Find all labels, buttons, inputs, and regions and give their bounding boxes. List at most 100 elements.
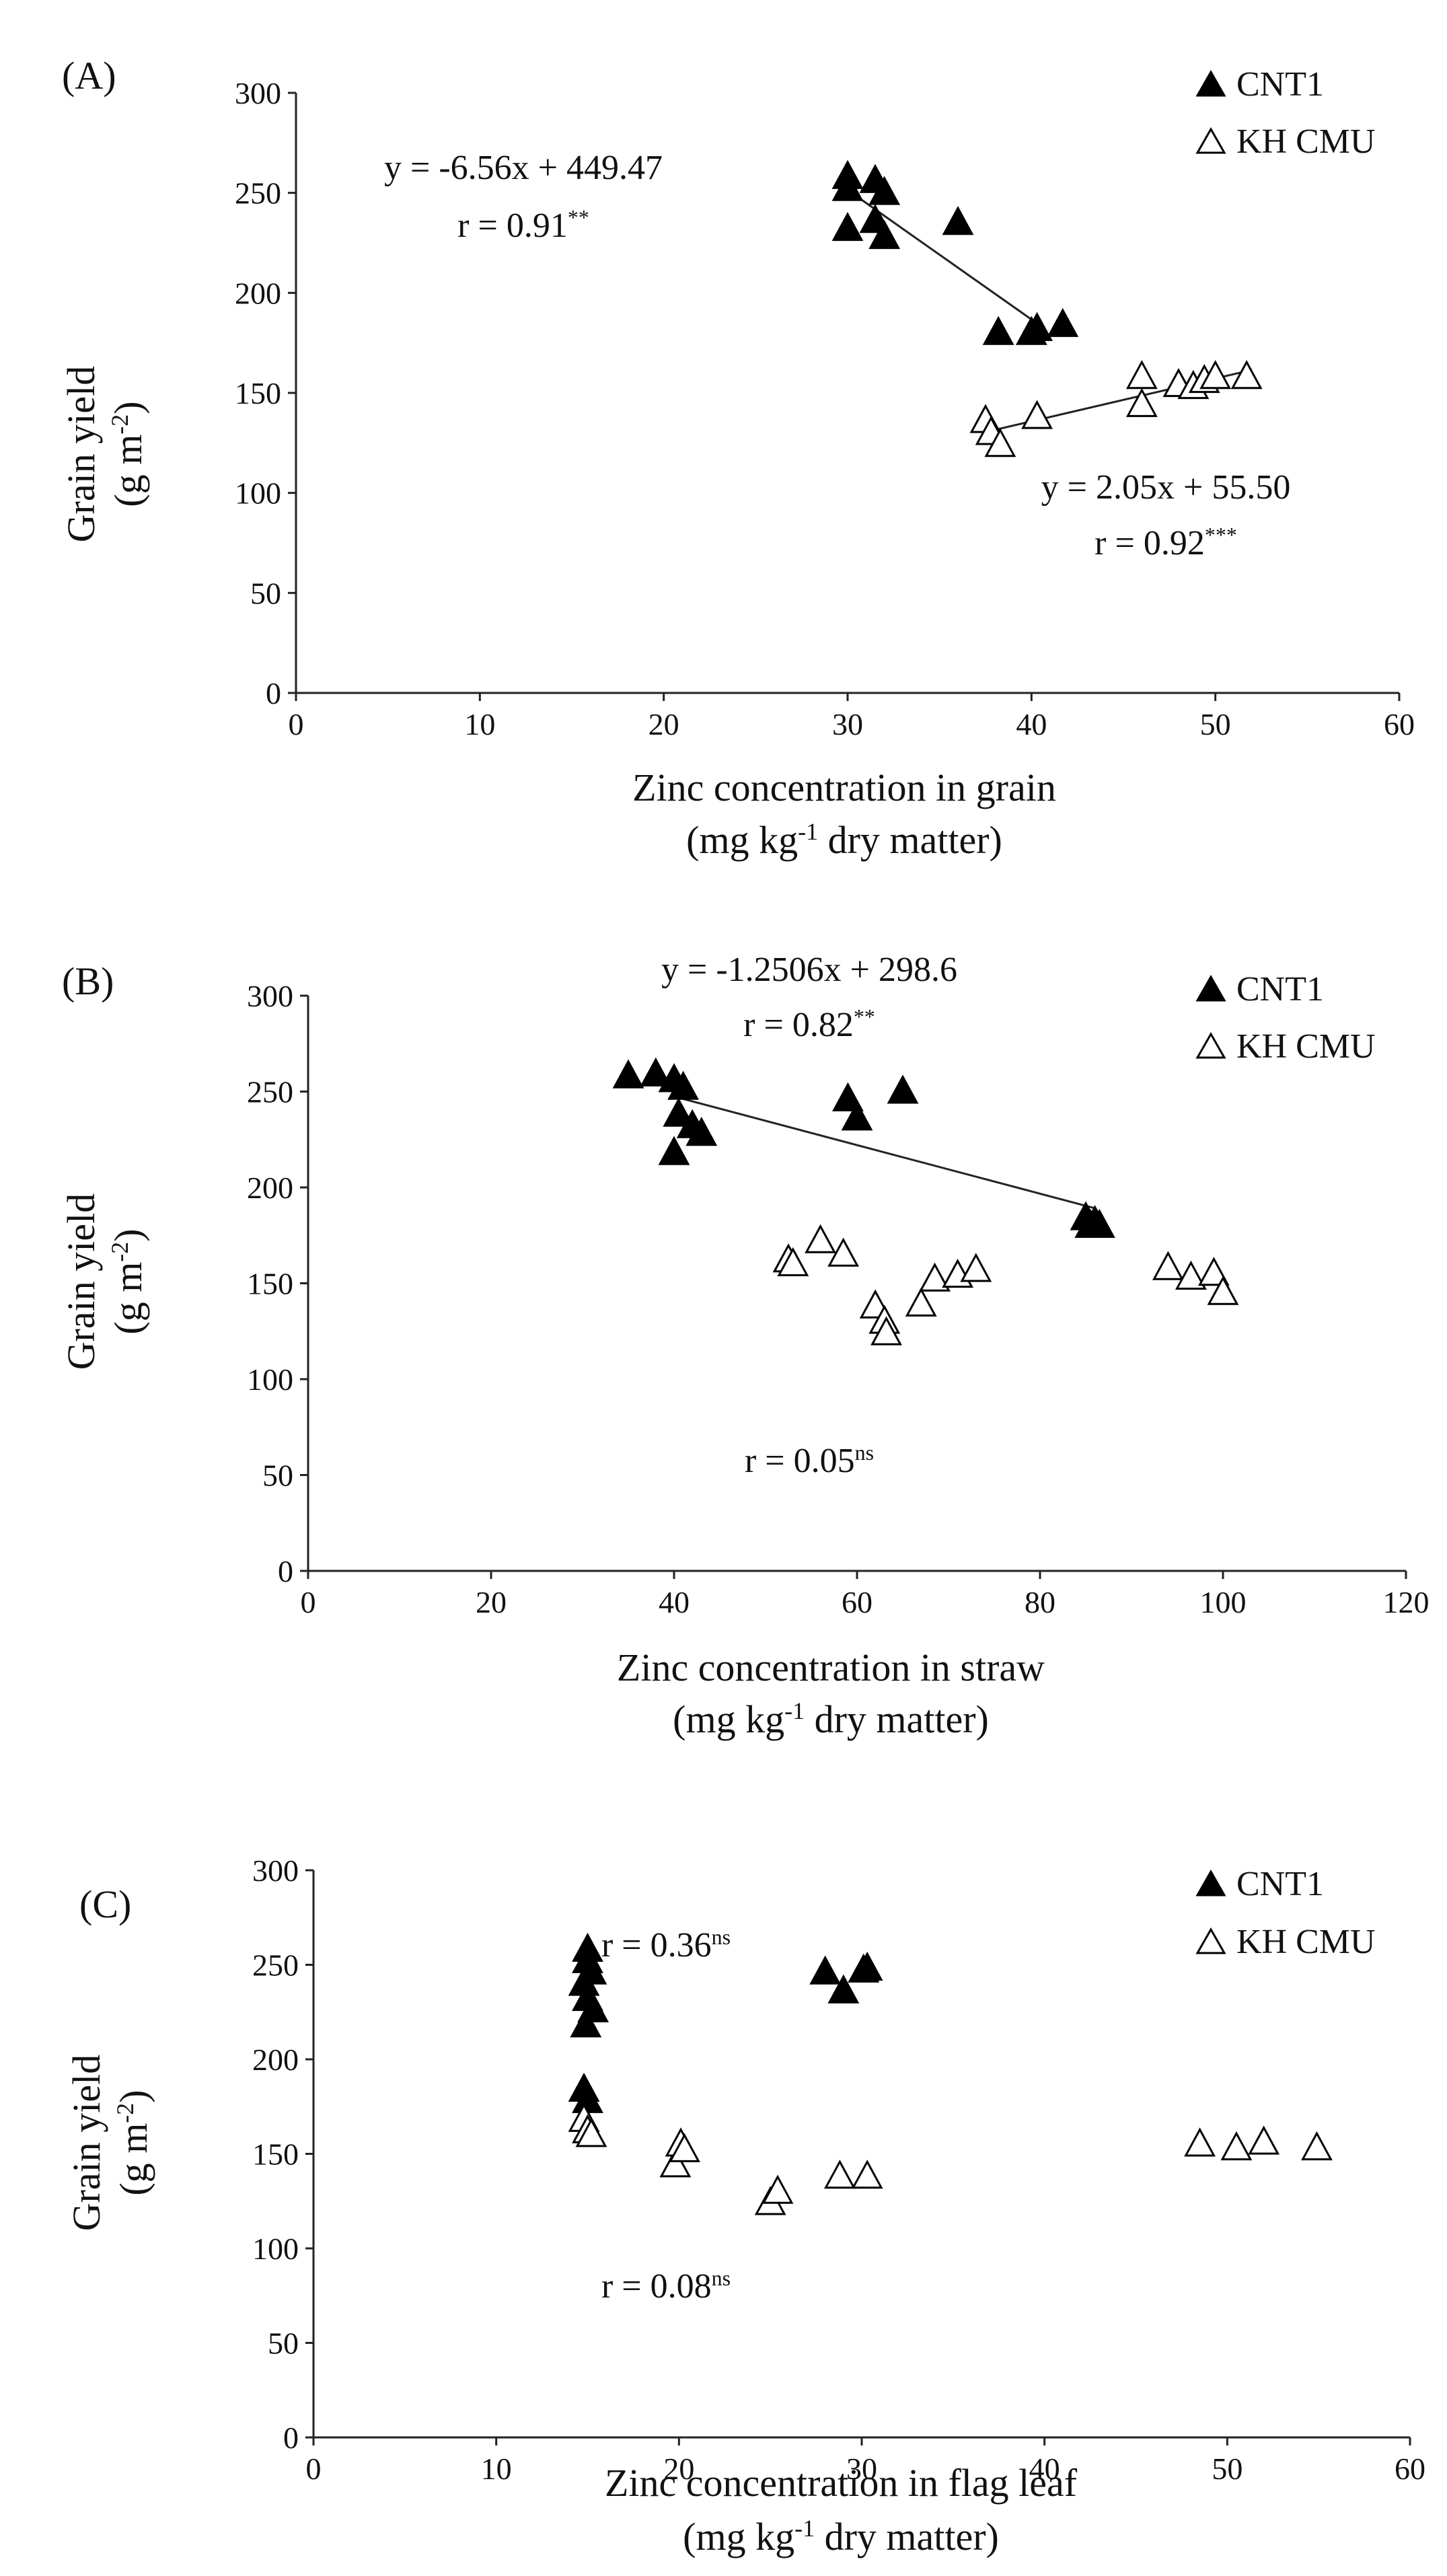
data-point bbox=[685, 1117, 718, 1146]
y-axis-unit: (g m-2) bbox=[112, 2090, 155, 2195]
data-point bbox=[1248, 2125, 1280, 2155]
y-axis-unit: (g m-2) bbox=[106, 1228, 150, 1334]
y-tick-label: 250 bbox=[235, 176, 281, 211]
legend-marker-filled-triangle bbox=[1195, 1869, 1226, 1897]
annotation-equation: y = -6.56x + 449.47 bbox=[384, 149, 663, 187]
y-tick-label: 100 bbox=[235, 476, 281, 511]
data-point bbox=[1021, 400, 1053, 429]
data-point bbox=[805, 1224, 837, 1253]
data-point bbox=[1230, 360, 1263, 390]
panel-label: (B) bbox=[62, 959, 114, 1003]
data-point bbox=[851, 2160, 883, 2189]
x-tick-label: 40 bbox=[1029, 2452, 1060, 2486]
data-point bbox=[809, 1955, 842, 1985]
y-tick-label: 300 bbox=[235, 76, 281, 110]
data-point bbox=[575, 2118, 607, 2147]
series-cnt1 bbox=[831, 159, 1079, 345]
data-point bbox=[1175, 1260, 1207, 1290]
x-tick-label: 10 bbox=[464, 707, 495, 741]
axes: 0 50 100 150 200 250 300 0 10 20 30 40 50 60 bbox=[252, 1853, 1425, 2486]
annotations: y = -6.56x + 449.47 r = 0.91** y = 2.05x… bbox=[384, 149, 1290, 562]
y-tick-label: 150 bbox=[247, 1267, 293, 1301]
panel-c: (C) Grain yield (g m-2) Zinc concentrati… bbox=[65, 1853, 1425, 2559]
legend-item-cnt1: CNT1 bbox=[1195, 970, 1324, 1008]
legend-label: KH CMU bbox=[1236, 1923, 1376, 1961]
x-tick-label: 100 bbox=[1200, 1585, 1247, 1619]
annotations: r = 0.36ns r = 0.08ns bbox=[601, 1925, 731, 2306]
y-tick-label: 200 bbox=[235, 276, 281, 310]
panel-b: (B) Grain yield (g m-2) Zinc concentrati… bbox=[59, 951, 1430, 1741]
x-tick-label: 0 bbox=[289, 707, 304, 741]
data-point bbox=[942, 206, 974, 235]
series-kh-cmu bbox=[969, 360, 1263, 457]
legend-label: KH CMU bbox=[1236, 1027, 1376, 1066]
data-point bbox=[669, 2133, 700, 2162]
legend-item-kh-cmu: KH CMU bbox=[1195, 1027, 1376, 1066]
x-tick-label: 40 bbox=[1016, 707, 1047, 741]
y-tick-label: 300 bbox=[247, 979, 293, 1013]
data-point bbox=[658, 1136, 690, 1165]
panel-label: (A) bbox=[62, 54, 116, 98]
data-point bbox=[868, 176, 901, 205]
panel-a: (A) Grain yield (g m-2) Zinc concentrati… bbox=[59, 54, 1415, 862]
annotation-correlation: r = 0.05ns bbox=[745, 1440, 874, 1480]
y-tick-label: 0 bbox=[283, 2421, 299, 2455]
legend-marker-open-triangle bbox=[1195, 1927, 1226, 1954]
x-tick-label: 20 bbox=[663, 2452, 694, 2486]
x-tick-label: 20 bbox=[648, 707, 679, 741]
data-point bbox=[1197, 1257, 1230, 1286]
series-kh-cmu bbox=[772, 1224, 1239, 1346]
x-axis-label: Zinc concentration in straw bbox=[617, 1646, 1045, 1689]
y-axis-label: Grain yield bbox=[59, 1193, 103, 1370]
x-tick-label: 50 bbox=[1212, 2452, 1242, 2486]
y-axis-title: Grain yield (g m-2) bbox=[59, 366, 150, 543]
data-point bbox=[1207, 1276, 1239, 1305]
data-point bbox=[827, 1974, 860, 2003]
y-tick-label: 250 bbox=[252, 1948, 299, 1983]
x-tick-label: 50 bbox=[1200, 707, 1231, 741]
trendline bbox=[673, 1095, 1095, 1210]
x-axis-unit: (mg kg-1 dry matter) bbox=[686, 818, 1002, 862]
x-tick-label: 60 bbox=[1395, 2452, 1425, 2486]
y-tick-label: 100 bbox=[247, 1362, 293, 1397]
data-point bbox=[762, 2174, 794, 2204]
x-tick-label: 0 bbox=[306, 2452, 322, 2486]
y-tick-label: 150 bbox=[235, 376, 281, 410]
y-tick-label: 150 bbox=[252, 2137, 299, 2172]
data-point bbox=[831, 212, 864, 242]
x-tick-label: 80 bbox=[1025, 1585, 1055, 1619]
data-point bbox=[1220, 2131, 1253, 2161]
y-tick-label: 250 bbox=[247, 1075, 293, 1109]
x-tick-label: 20 bbox=[476, 1585, 507, 1619]
data-point bbox=[667, 1070, 700, 1100]
legend-marker-open-triangle bbox=[1195, 126, 1226, 154]
x-axis-label: Zinc concentration in grain bbox=[632, 766, 1056, 809]
data-point bbox=[1125, 360, 1158, 390]
y-axis-title: Grain yield (g m-2) bbox=[59, 1193, 150, 1370]
y-axis-label: Grain yield bbox=[59, 366, 103, 543]
data-point bbox=[841, 1101, 873, 1131]
data-point bbox=[870, 1316, 902, 1346]
y-tick-label: 50 bbox=[268, 2326, 299, 2361]
data-point bbox=[570, 2008, 602, 2038]
data-point bbox=[1021, 311, 1053, 341]
data-point bbox=[868, 219, 901, 250]
axes: 0 50 100 150 200 250 300 0 20 40 60 80 100 120 bbox=[247, 979, 1430, 1619]
data-point bbox=[777, 1247, 809, 1276]
series-kh-cmu bbox=[568, 2102, 1333, 2215]
y-axis-unit: (g m-2) bbox=[106, 401, 150, 507]
y-axis-title: Grain yield (g m-2) bbox=[65, 2055, 155, 2232]
data-point bbox=[831, 172, 864, 201]
y-tick-label: 300 bbox=[252, 1853, 299, 1888]
x-tick-label: 40 bbox=[659, 1585, 690, 1619]
x-tick-label: 0 bbox=[301, 1585, 316, 1619]
data-point bbox=[984, 428, 1016, 457]
legend-label: CNT1 bbox=[1236, 1865, 1324, 1903]
data-point bbox=[887, 1074, 919, 1104]
data-point bbox=[1152, 1251, 1184, 1280]
x-tick-label: 60 bbox=[842, 1585, 873, 1619]
legend-marker-open-triangle bbox=[1195, 1031, 1226, 1059]
data-point bbox=[1199, 360, 1232, 390]
data-point bbox=[851, 1951, 883, 1981]
